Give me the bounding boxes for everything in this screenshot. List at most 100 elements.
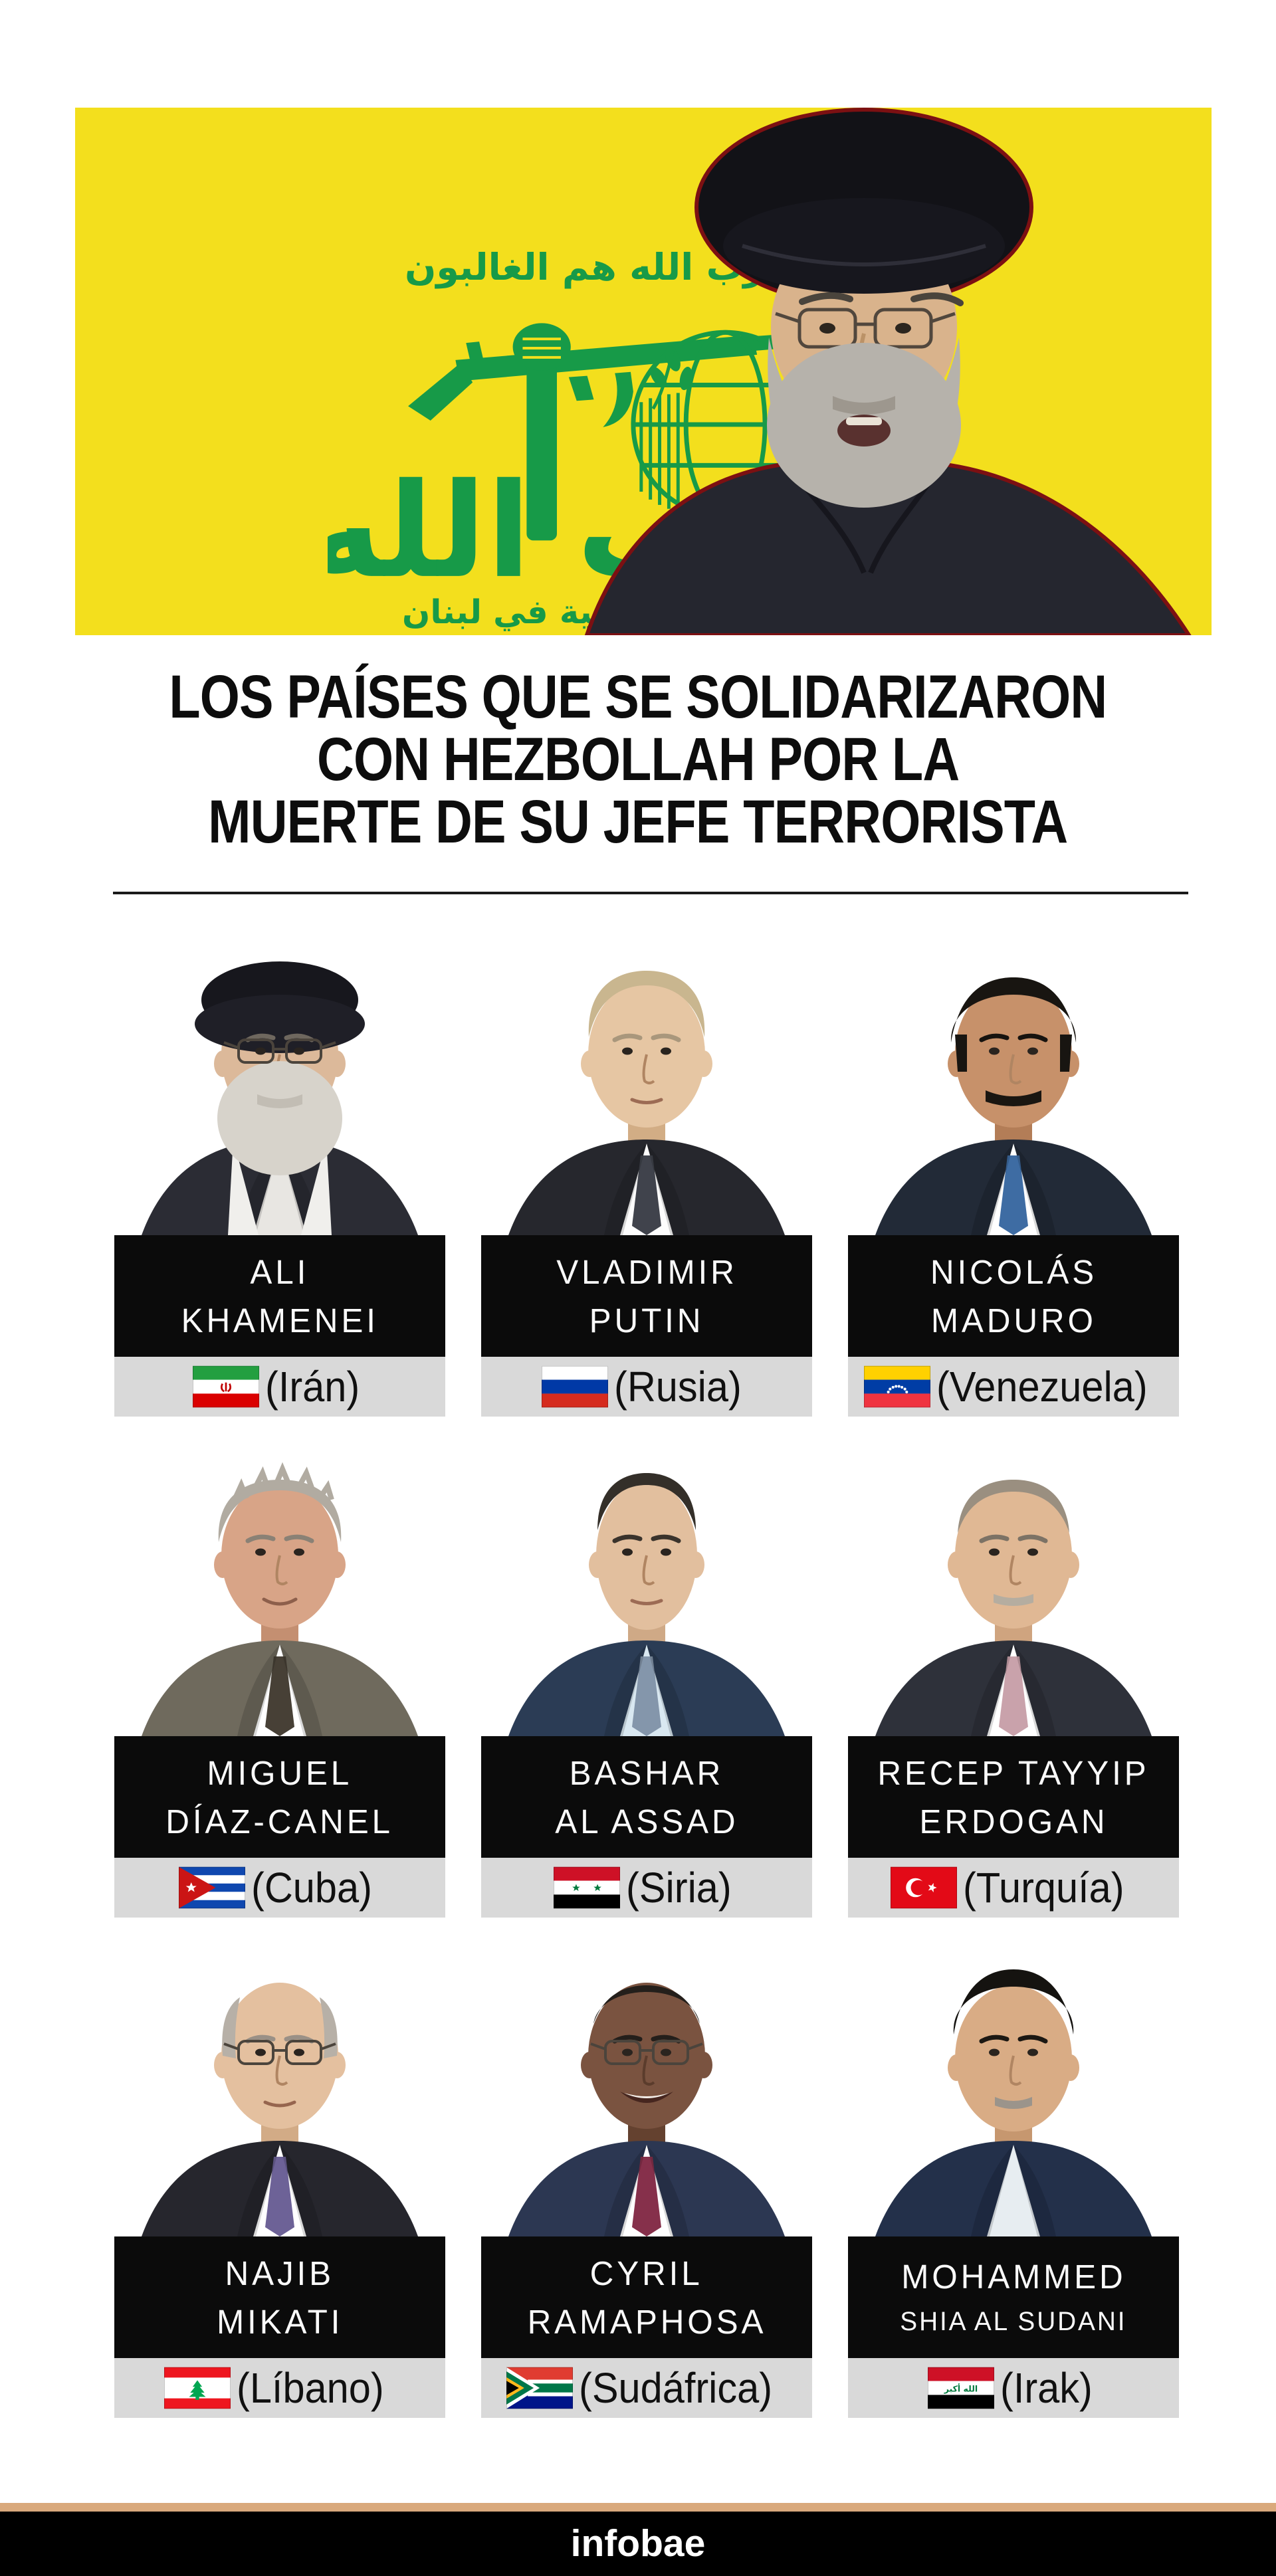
country-strip: (Turquía) (848, 1858, 1179, 1918)
south-africa-flag (506, 2367, 573, 2409)
portrait-illustration (142, 1462, 418, 1736)
name-plate: MOHAMMED SHIA AL SUDANI (848, 2236, 1179, 2358)
leader-name-line2: AL ASSAD (554, 1802, 739, 1840)
name-plate: BASHAR AL ASSAD (481, 1736, 812, 1858)
portrait-putin (481, 943, 812, 1235)
svg-text:الله أكبر: الله أكبر (944, 2383, 978, 2393)
portrait-al-sudani (848, 1944, 1179, 2236)
country-label: (Rusia) (614, 1363, 742, 1411)
portrait-illustration (508, 1983, 785, 2236)
country-label: (Irak) (1000, 2364, 1093, 2412)
portrait-illustration (508, 1473, 785, 1736)
portrait-ramaphosa (481, 1944, 812, 2236)
portrait-mikati (114, 1944, 445, 2236)
country-label: (Líbano) (237, 2364, 385, 2412)
headline: LOS PAÍSES QUE SE SOLIDARIZARON CON HEZB… (0, 666, 1276, 853)
header-banner: فإن حزب الله هم الغالبون (75, 108, 1212, 635)
footer-accent-stripe (0, 2503, 1276, 2512)
leader-card-assad: BASHAR AL ASSAD (Siria) (481, 1444, 812, 1918)
leader-name-line1: NAJIB (225, 2254, 335, 2292)
country-strip: (Sudáfrica) (481, 2358, 812, 2418)
name-plate: MIGUEL DÍAZ-CANEL (114, 1736, 445, 1858)
country-label: (Cuba) (251, 1864, 372, 1912)
eyebrows (799, 292, 964, 306)
footer-bar: infobae (0, 2512, 1276, 2576)
portrait-khamenei (114, 943, 445, 1235)
leader-name-line1: RECEP TAYYIP (877, 1753, 1150, 1792)
leader-card-mikati: NAJIB MIKATI (Líbano) (114, 1944, 445, 2418)
country-strip: (Cuba) (114, 1858, 445, 1918)
name-plate: NAJIB MIKATI (114, 2236, 445, 2358)
portrait-diaz-canel (114, 1444, 445, 1736)
cuba-flag (178, 1866, 245, 1909)
infobae-logo: infobae (570, 2522, 706, 2565)
lebanon-flag (164, 2367, 231, 2409)
teeth (846, 417, 882, 425)
leader-card-maduro: NICOLÁS MADURO (Venezuela) (848, 943, 1179, 1417)
country-strip: الله أكبر (Irak) (848, 2358, 1179, 2418)
country-strip: (Irán) (114, 1357, 445, 1417)
country-label: (Sudáfrica) (579, 2364, 773, 2412)
country-strip: (Rusia) (481, 1357, 812, 1417)
portrait-erdogan (848, 1444, 1179, 1736)
country-strip: (Venezuela) (848, 1357, 1179, 1417)
leader-name-line1: MOHAMMED (901, 2258, 1126, 2296)
portrait-illustration (875, 1969, 1152, 2236)
leader-name-line2: PUTIN (589, 1301, 704, 1339)
country-label: (Irán) (265, 1363, 360, 1411)
portrait-illustration (875, 1480, 1152, 1736)
leaf-sprig-icon (650, 346, 692, 410)
leader-card-diaz-canel: MIGUEL DÍAZ-CANEL (Cuba) (114, 1444, 445, 1918)
portrait-illustration (142, 961, 418, 1235)
headline-line-2: CON HEZBOLLAH POR LA (316, 726, 960, 793)
leader-name-line1: NICOLÁS (930, 1252, 1097, 1291)
portrait-maduro (848, 943, 1179, 1235)
leader-name-line1: MIGUEL (207, 1753, 353, 1792)
portrait-illustration (142, 1983, 418, 2236)
name-plate: CYRIL RAMAPHOSA (481, 2236, 812, 2358)
portrait-illustration (875, 977, 1152, 1235)
mustache (833, 396, 895, 415)
book-lines-icon (639, 393, 680, 512)
headline-line-1: LOS PAÍSES QUE SE SOLIDARIZARON (169, 663, 1108, 731)
country-label: (Siria) (626, 1864, 732, 1912)
leader-name-line2: MIKATI (216, 2302, 344, 2341)
eye (819, 323, 835, 334)
turban-fold (742, 244, 986, 266)
syria-flag (554, 1866, 621, 1909)
leader-name-line1: BASHAR (569, 1753, 724, 1792)
country-label: (Turquía) (963, 1864, 1124, 1912)
leader-name-line2: SHIA AL SUDANI (900, 2307, 1127, 2336)
leader-card-al-sudani: MOHAMMED SHIA AL SUDANI الله أكبر (Irak) (848, 1944, 1179, 2418)
name-plate: ALI KHAMENEI (114, 1235, 445, 1357)
leader-name-line2: KHAMENEI (181, 1301, 379, 1339)
leader-name-line2: ERDOGAN (918, 1802, 1109, 1840)
leader-name-line2: DÍAZ-CANEL (165, 1802, 394, 1840)
leader-card-erdogan: RECEP TAYYIP ERDOGAN (Turquía) (848, 1444, 1179, 1918)
country-strip: (Siria) (481, 1858, 812, 1918)
country-strip: (Líbano) (114, 2358, 445, 2418)
leader-name-line2: RAMAPHOSA (527, 2302, 766, 2341)
divider-rule (113, 892, 1188, 894)
fist-arm-icon (512, 323, 571, 541)
leader-name-line1: ALI (250, 1252, 310, 1291)
iraq-flag: الله أكبر (927, 2367, 994, 2409)
portrait-illustration (508, 971, 785, 1235)
name-plate: RECEP TAYYIP ERDOGAN (848, 1736, 1179, 1858)
iran-flag (193, 1365, 260, 1408)
headline-line-3: MUERTE DE SU JEFE TERRORISTA (208, 788, 1068, 856)
venezuela-flag (863, 1365, 930, 1408)
country-label: (Venezuela) (936, 1363, 1148, 1411)
glasses-icon (775, 308, 956, 349)
leader-name-line1: VLADIMIR (556, 1252, 738, 1291)
portrait-assad (481, 1444, 812, 1736)
russia-flag (542, 1365, 609, 1408)
name-plate: VLADIMIR PUTIN (481, 1235, 812, 1357)
leader-name-line1: CYRIL (590, 2254, 703, 2292)
turban-wrap (723, 198, 1005, 294)
leader-card-khamenei: ALI KHAMENEI (Irán) (114, 943, 445, 1417)
leader-name-line2: MADURO (930, 1301, 1097, 1339)
name-plate: NICOLÁS MADURO (848, 1235, 1179, 1357)
turkey-flag (891, 1866, 958, 1909)
